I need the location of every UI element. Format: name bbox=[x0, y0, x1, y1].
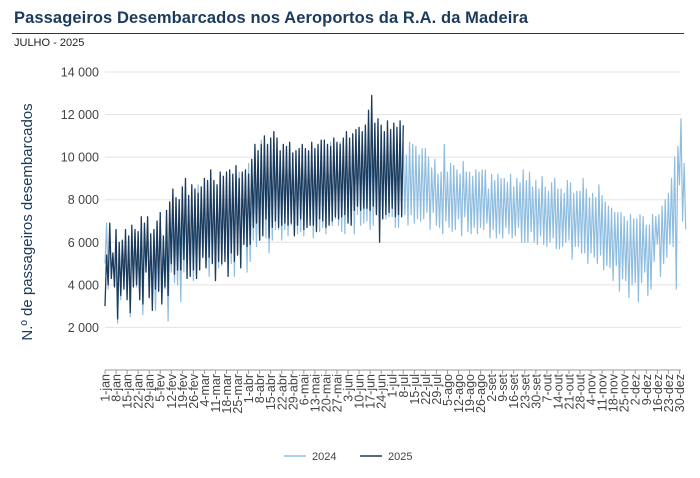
x-tick-label: 19-ago bbox=[463, 374, 477, 413]
x-tick-label: 8-abr bbox=[253, 374, 267, 403]
x-tick-label: 23-dez bbox=[662, 374, 676, 412]
x-tick-label: 1-abr bbox=[242, 374, 256, 403]
x-tick-label: 29-abr bbox=[286, 374, 300, 410]
y-tick-label: 4 000 bbox=[68, 278, 99, 292]
x-tick-label: 17-jun bbox=[364, 374, 378, 409]
x-tick-label: 3-jun bbox=[342, 374, 356, 402]
x-tick-label: 4-nov bbox=[585, 373, 599, 405]
x-tick-label: 29-jul bbox=[430, 374, 444, 405]
x-tick-label: 5-ago bbox=[441, 374, 455, 406]
x-axis-ticks: 1-jan8-jan15-jan22-jan29-jan5-fev12-fev1… bbox=[99, 370, 687, 414]
x-tick-label: 9-set bbox=[496, 373, 510, 401]
y-tick-label: 10 000 bbox=[61, 151, 99, 165]
legend-label-2025: 2025 bbox=[388, 451, 412, 463]
x-tick-label: 25-mar bbox=[231, 374, 245, 414]
x-tick-label: 24-jun bbox=[375, 374, 389, 409]
y-axis-label: N.º de passageiros desembarcados bbox=[19, 103, 36, 340]
y-tick-label: 8 000 bbox=[68, 193, 99, 207]
gridlines bbox=[105, 71, 681, 328]
x-tick-label: 15-abr bbox=[264, 374, 278, 410]
x-tick-label: 22-jan bbox=[132, 374, 146, 409]
title-divider bbox=[12, 33, 684, 34]
x-tick-label: 30-dez bbox=[673, 374, 687, 412]
x-tick-label: 13-mai bbox=[308, 374, 322, 412]
x-tick-label: 25-nov bbox=[618, 373, 632, 412]
x-tick-label: 26-ago bbox=[474, 374, 488, 413]
series-line-2025 bbox=[104, 94, 404, 320]
x-tick-label: 14-out bbox=[551, 373, 565, 409]
x-tick-label: 2-set bbox=[485, 373, 499, 401]
legend: 2024 2025 bbox=[284, 451, 412, 463]
x-tick-label: 16-set bbox=[507, 373, 521, 408]
y-tick-label: 14 000 bbox=[61, 66, 99, 80]
x-tick-label: 26-fev bbox=[187, 373, 201, 408]
x-tick-label: 16-dez bbox=[651, 374, 665, 412]
x-tick-label: 29-jan bbox=[143, 374, 157, 409]
x-tick-label: 15-jan bbox=[121, 374, 135, 409]
chart-subtitle: JULHO - 2025 bbox=[14, 37, 85, 49]
x-tick-label: 12-ago bbox=[452, 374, 466, 413]
x-tick-label: 28-out bbox=[574, 373, 588, 409]
x-tick-label: 9-dez bbox=[640, 374, 654, 405]
y-tick-label: 12 000 bbox=[61, 108, 99, 122]
y-tick-label: 6 000 bbox=[68, 236, 99, 250]
x-tick-label: 27-mai bbox=[330, 374, 344, 412]
x-tick-label: 18-mar bbox=[220, 374, 234, 414]
x-tick-label: 30-set bbox=[529, 373, 543, 408]
x-tick-label: 8-jul bbox=[397, 374, 411, 398]
x-tick-label: 23-set bbox=[518, 373, 532, 408]
x-tick-label: 7-out bbox=[540, 373, 554, 402]
x-tick-label: 22-abr bbox=[275, 374, 289, 410]
x-tick-label: 15-jul bbox=[408, 374, 422, 405]
x-tick-label: 1-jul bbox=[386, 374, 400, 398]
x-tick-label: 20-mai bbox=[319, 374, 333, 412]
x-tick-label: 19-fev bbox=[176, 373, 190, 408]
legend-label-2024: 2024 bbox=[312, 451, 336, 463]
x-tick-label: 12-fev bbox=[165, 373, 179, 408]
y-tick-label: 2 000 bbox=[68, 321, 99, 335]
x-tick-label: 6-mai bbox=[297, 374, 311, 405]
chart-title: Passageiros Desembarcados nos Aeroportos… bbox=[14, 9, 529, 27]
x-tick-label: 5-fev bbox=[154, 373, 168, 402]
series-lines bbox=[104, 94, 687, 324]
x-tick-label: 22-jul bbox=[419, 374, 433, 405]
x-tick-label: 2-dez bbox=[629, 374, 643, 405]
x-tick-label: 10-jun bbox=[353, 374, 367, 409]
x-tick-label: 21-out bbox=[562, 373, 576, 409]
x-tick-label: 1-jan bbox=[99, 374, 113, 402]
x-tick-label: 11-mar bbox=[209, 374, 223, 413]
y-axis-ticks: 2 000 4 000 6 000 8 000 10 000 12 000 14 000 bbox=[61, 66, 99, 335]
x-tick-label: 18-nov bbox=[607, 373, 621, 412]
x-tick-label: 11-nov bbox=[596, 373, 610, 411]
x-tick-label: 8-jan bbox=[110, 374, 124, 402]
x-tick-label: 4-mar bbox=[198, 374, 212, 407]
